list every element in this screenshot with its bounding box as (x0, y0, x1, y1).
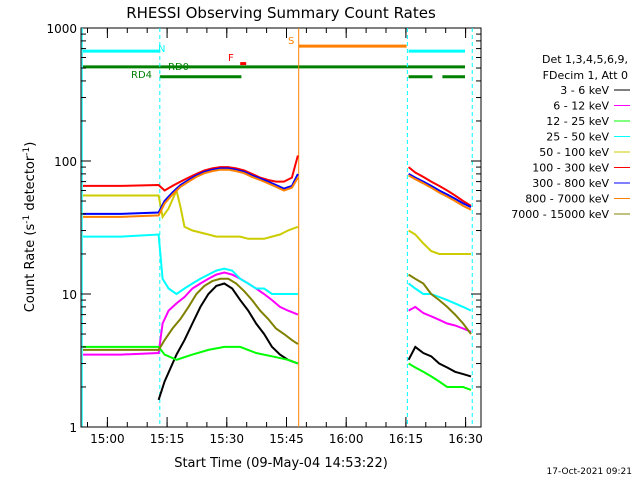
series-line (83, 187, 299, 240)
series-lines (83, 155, 472, 401)
y-axis-label: Count Rate (s-1 detector-1) (22, 142, 38, 313)
flag-label: F (228, 53, 234, 64)
flag-label: RD4 (131, 70, 152, 81)
vertical-markers (81, 28, 473, 427)
y-axis: 1 10 100 1000 (46, 22, 481, 435)
y-axis-label-main: Count Rate (s (23, 224, 38, 313)
flag-label: RD0 (168, 62, 189, 73)
observing-flags: N F S RD0 RD4 (82, 36, 465, 81)
legend: Det 1,3,4,5,6,9, FDecim 1, Att 0 3 - 6 keV… (511, 53, 630, 221)
series-line (408, 362, 472, 391)
flag-label: S (288, 36, 294, 47)
series-line (408, 282, 472, 312)
series-line (157, 282, 299, 401)
legend-label: 25 - 50 keV (546, 131, 609, 144)
legend-label: 6 - 12 keV (553, 100, 609, 113)
y-tick-label: 100 (54, 155, 77, 169)
x-axis: 15:00 15:15 15:30 15:45 16:00 16:15 16:30 (86, 28, 483, 446)
legend-header: Det 1,3,4,5,6,9, (542, 53, 628, 66)
y-tick-label: 1 (69, 421, 77, 435)
y-tick-label: 10 (62, 288, 77, 302)
y-axis-label-rest: detector (23, 155, 38, 215)
series-line (83, 155, 299, 192)
legend-header: FDecim 1, Att 0 (543, 69, 628, 82)
series-line (408, 273, 472, 335)
series-line (83, 345, 299, 365)
chart-title: RHESSI Observing Summary Count Rates (126, 4, 436, 22)
x-tick-label: 16:00 (329, 432, 364, 446)
series-line (408, 174, 472, 211)
legend-label: 12 - 25 keV (546, 115, 609, 128)
y-axis-label-sup: -1 (22, 215, 32, 224)
plot-frame (80, 27, 482, 428)
legend-label: 3 - 6 keV (560, 84, 609, 97)
series-line (83, 233, 298, 296)
legend-label: 7000 - 15000 keV (511, 208, 609, 221)
x-tick-label: 15:45 (269, 432, 304, 446)
x-tick-label: 15:15 (150, 432, 185, 446)
x-tick-label: 16:30 (448, 432, 483, 446)
x-axis-label: Start Time (09-May-04 14:53:22) (174, 456, 388, 471)
x-tick-label: 16:15 (389, 432, 424, 446)
x-tick-label: 15:00 (90, 432, 125, 446)
legend-label: 100 - 300 keV (532, 162, 609, 175)
y-axis-label-sup2: -1 (22, 147, 32, 156)
flag-label: N (158, 44, 165, 55)
series-line (407, 166, 472, 207)
series-line (408, 229, 471, 255)
x-tick-label: 15:30 (209, 432, 244, 446)
series-line (83, 167, 299, 215)
legend-label: 300 - 800 keV (532, 177, 609, 190)
legend-label: 50 - 100 keV (539, 146, 609, 159)
series-line (83, 271, 299, 356)
series-line (83, 168, 299, 218)
series-line (83, 277, 299, 351)
series-line (408, 173, 472, 209)
series-line (407, 345, 472, 378)
series-line (408, 305, 472, 333)
y-tick-label: 1000 (46, 22, 77, 36)
footer-date: 17-Oct-2021 09:21 (547, 467, 632, 477)
y-axis-label-end: ) (23, 142, 38, 147)
legend-label: 800 - 7000 keV (525, 193, 609, 206)
